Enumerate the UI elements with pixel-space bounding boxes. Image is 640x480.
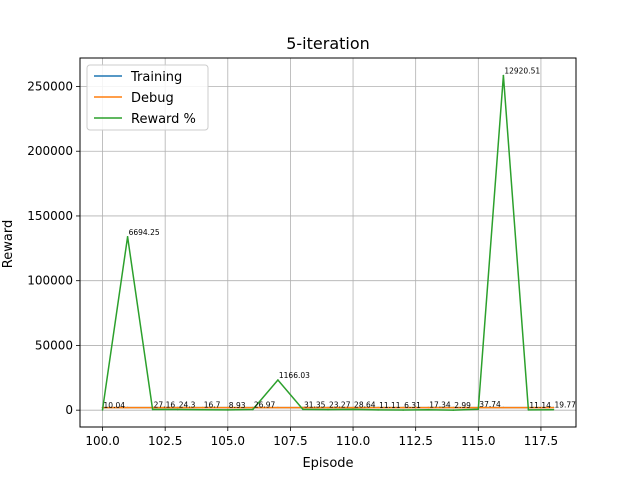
series-point-2 [226,409,229,411]
series-point-2 [477,408,480,410]
series-point-1 [201,406,204,409]
data-label: 23.27 [329,401,351,410]
series-point-1 [126,406,129,409]
x-tick-label: 117.5 [524,434,558,448]
legend-box [86,64,209,131]
y-tick-label: 200000 [27,144,73,158]
data-label: 17.34 [429,401,451,410]
data-label: 28.64 [354,400,376,409]
data-label: 11.11 [379,401,401,410]
data-label: 10.04 [104,401,126,410]
series-point-2 [352,408,354,411]
data-label: 6.31 [404,401,421,410]
series-point-2 [502,74,505,77]
x-tick-label: 100.0 [85,434,119,448]
data-label: 31.35 [304,400,326,409]
series-point-2 [252,408,254,411]
series-point-1 [402,406,404,409]
series-point-2 [527,409,530,411]
series-point-1 [452,406,455,409]
series-point-1 [552,406,555,409]
plot-frame [79,57,577,428]
series-point-2 [126,236,129,238]
legend-entry: Training [130,70,182,85]
series-point-1 [176,406,179,409]
y-tick-label: 50000 [35,338,73,352]
x-axis-label: Episode [302,456,353,471]
series-point-2 [201,408,204,411]
data-label: 27.16 [154,400,176,409]
x-tick-label: 107.5 [273,434,307,448]
x-tick-label: 105.0 [211,434,245,448]
x-tick-label: 110.0 [336,434,370,448]
data-label: 19.77 [554,401,576,410]
data-label: 1166.03 [279,371,310,380]
series-point-1 [377,406,379,409]
data-label: 24.3 [179,401,196,410]
series-point-1 [327,406,329,409]
series-point-2 [277,379,279,381]
y-tick-label: 150000 [27,209,73,223]
data-label: 16.7 [204,401,221,410]
data-label: 2.99 [454,401,471,410]
series-point-2 [427,408,430,411]
series-point-2 [377,409,379,411]
series-point-1 [502,406,505,409]
series-point-2 [552,408,555,411]
data-label: 11.14 [529,401,551,410]
legend-entry: Debug [131,91,174,106]
legend: Training Debug Reward % [86,64,209,131]
series-point-2 [101,409,104,411]
series-point-2 [151,408,154,411]
y-axis-label: Reward [1,220,16,268]
x-tick-label: 112.5 [398,434,432,448]
x-tick-label: 115.0 [461,434,495,448]
y-tick-label: 0 [65,403,73,417]
data-label: 8.93 [229,401,246,410]
y-tick-label: 100000 [27,274,73,288]
chart-title: 5-iteration [286,34,370,53]
data-label: 12920.51 [504,67,540,76]
series-point-1 [277,406,279,409]
data-label: 6694.25 [129,228,160,237]
series-point-2 [402,409,404,411]
data-label: 26.97 [254,400,276,409]
series-point-2 [302,408,304,411]
series-point-1 [427,406,430,409]
data-label: 37.74 [479,400,501,409]
series-point-2 [176,408,179,411]
x-tick-label: 102.5 [148,434,182,448]
series-point-1 [226,406,229,409]
series-point-2 [327,408,329,411]
series-point-2 [452,409,455,411]
legend-entry: Reward % [131,112,196,127]
y-tick-label: 250000 [27,79,73,93]
series-point-1 [352,406,354,409]
